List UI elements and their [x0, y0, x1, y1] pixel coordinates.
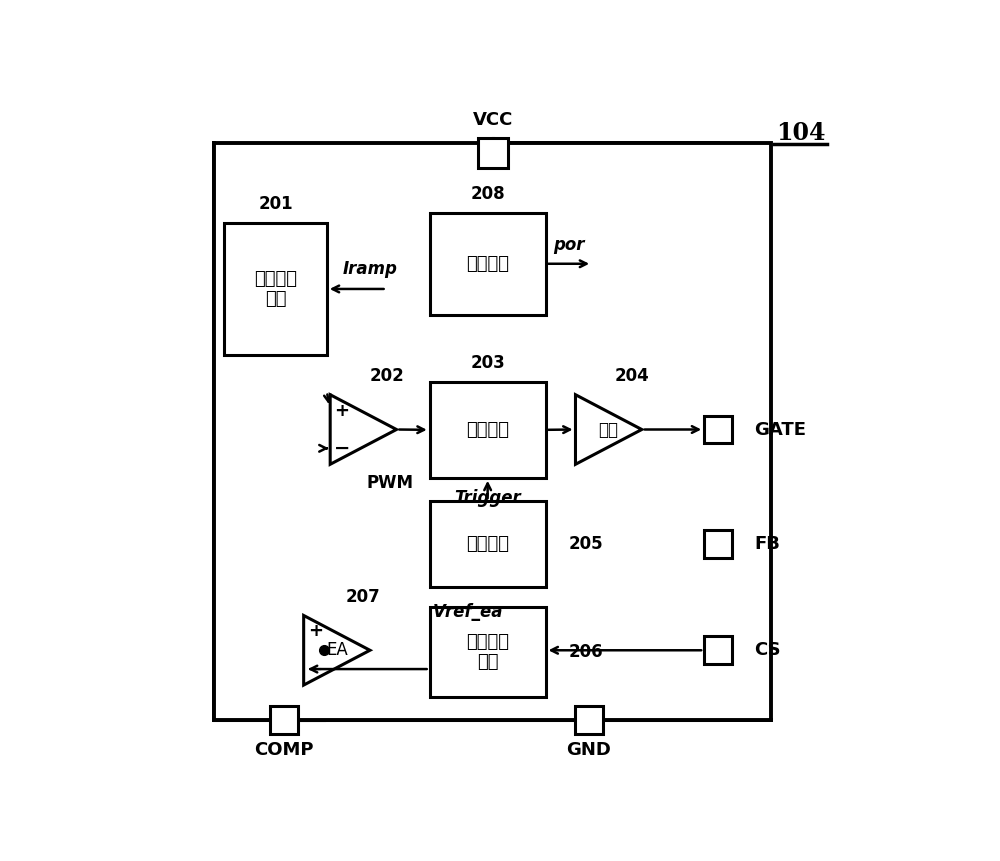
- Text: por: por: [553, 236, 585, 254]
- Text: 206: 206: [569, 643, 603, 661]
- Bar: [430, 213, 546, 315]
- Text: COMP: COMP: [254, 741, 314, 759]
- Bar: [430, 381, 546, 478]
- Text: 退磁检测: 退磁检测: [466, 536, 509, 554]
- Text: PWM: PWM: [366, 474, 413, 492]
- Bar: [704, 416, 732, 443]
- Text: 斜坡信号
生成: 斜坡信号 生成: [254, 269, 297, 308]
- Text: GATE: GATE: [754, 420, 806, 438]
- Text: GND: GND: [566, 741, 611, 759]
- Text: CS: CS: [754, 641, 781, 660]
- Text: Iramp: Iramp: [343, 260, 397, 278]
- Text: FB: FB: [754, 536, 780, 554]
- Polygon shape: [304, 616, 370, 685]
- Polygon shape: [575, 394, 642, 464]
- Bar: [270, 706, 298, 734]
- Text: 驱动: 驱动: [599, 420, 619, 438]
- Bar: [478, 138, 508, 168]
- Text: 输出电流
采样: 输出电流 采样: [466, 633, 509, 672]
- Text: 104: 104: [776, 121, 826, 146]
- Text: 欠压保护: 欠压保护: [466, 255, 509, 273]
- Text: +: +: [335, 402, 350, 419]
- Bar: [214, 143, 771, 720]
- Text: +: +: [308, 623, 323, 641]
- Bar: [704, 636, 732, 664]
- Text: VCC: VCC: [472, 111, 513, 129]
- Text: EA: EA: [326, 641, 348, 660]
- Text: Trigger: Trigger: [454, 489, 521, 507]
- Text: 204: 204: [614, 367, 649, 385]
- Bar: [575, 706, 603, 734]
- Text: −: −: [334, 439, 350, 458]
- Text: 201: 201: [258, 195, 293, 213]
- Text: −: −: [307, 660, 324, 678]
- Polygon shape: [330, 394, 396, 464]
- Text: 202: 202: [369, 367, 404, 385]
- Bar: [704, 530, 732, 558]
- Text: 逻辑控制: 逻辑控制: [466, 421, 509, 439]
- Bar: [224, 223, 327, 356]
- Text: 205: 205: [569, 536, 603, 554]
- Text: Vref_ea: Vref_ea: [433, 603, 503, 621]
- Bar: [430, 607, 546, 697]
- Text: 207: 207: [346, 588, 381, 606]
- Text: 208: 208: [470, 185, 505, 203]
- Bar: [430, 501, 546, 587]
- Text: 203: 203: [470, 354, 505, 372]
